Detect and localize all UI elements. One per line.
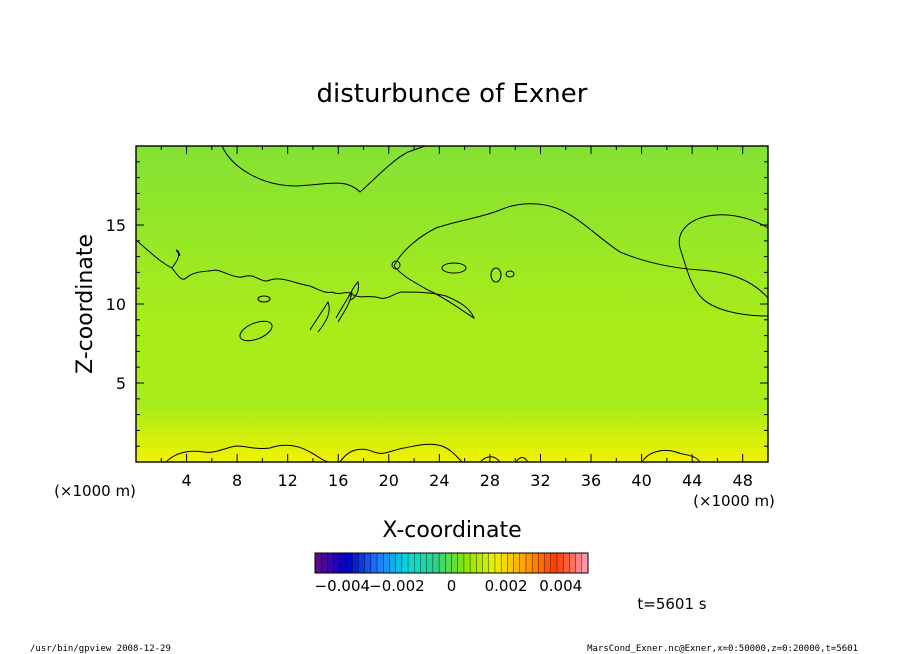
x-tick-label: 24 [429,471,449,490]
x-tick-label: 4 [181,471,191,490]
colorbar-cell [563,553,570,573]
colorbar-tick-label: −0.004 [315,577,371,595]
y-axis-ticks: 5 10 15 [106,161,768,447]
x-tick-label: 48 [733,471,753,490]
y-tick-label: 15 [106,216,126,235]
x-tick-label: 40 [631,471,651,490]
y-axis-label: Z-coordinate [73,234,98,374]
time-label: t=5601 s [637,595,706,613]
colorbar-cell [377,553,384,573]
colorbar-cell [513,553,521,573]
x-axis-ticks: 4 8 12 16 20 24 28 32 36 40 44 48 [160,146,753,490]
colorbar-cell [538,553,546,573]
colorbar-cell [420,553,428,573]
colorbar-cell [470,553,477,573]
footer-left: /usr/bin/gpview 2008-12-29 [30,644,171,654]
contour-left-wiggle [171,249,181,269]
contour-island-3 [441,262,467,274]
colorbar-tick-label: −0.002 [369,577,425,595]
colorbar-cell [426,553,434,573]
colorbar-cell [457,553,465,573]
colorbar-cell [544,553,552,573]
colorbar-cell [414,553,421,573]
colorbar-cell [408,553,415,573]
colorbar-cell [333,553,341,573]
contour-upper [221,145,427,193]
colorbar-cell [482,553,490,573]
colorbar [314,552,589,574]
contour-island-5 [505,270,515,278]
colorbar-cell [346,553,353,573]
x-tick-label: 12 [278,471,298,490]
x-tick-label: 20 [379,471,399,490]
colorbar-cell [339,553,347,573]
x-unit-left: (×1000 m) [54,482,136,500]
colorbar-cell [432,553,440,573]
colorbar-cell [327,553,335,573]
colorbar-cell [463,553,471,573]
contour-right-loop [678,214,769,317]
colorbar-cell [445,553,452,573]
contour-island-6 [391,260,401,270]
colorbar-frame [314,552,589,574]
x-tick-label: 36 [581,471,601,490]
colorbar-cell [476,553,484,573]
zero-contour-lines [135,145,769,463]
x-tick-label: 28 [480,471,500,490]
colorbar-cell [532,553,539,573]
colorbar-cell [389,553,397,573]
contour-island-2 [257,295,271,303]
x-tick-label: 16 [328,471,348,490]
colorbar-cell [352,553,359,573]
colorbar-cell [364,553,372,573]
colorbar-cell [383,553,390,573]
colorbar-cell [401,553,409,573]
colorbar-cell [488,553,496,573]
colorbar-tick-label: 0.004 [539,577,582,595]
colorbar-cell [501,553,508,573]
x-axis-label: X-coordinate [382,518,521,543]
colorbar-cell [321,553,328,573]
x-tick-label: 44 [682,471,702,490]
contour-middle-band [135,203,769,320]
colorbar-cell [550,553,558,573]
x-tick-label: 32 [530,471,550,490]
x-unit-right: (×1000 m) [693,492,775,510]
y-tick-label: 5 [116,374,126,393]
colorbar-cell [569,553,577,573]
colorbar-cell [358,553,366,573]
contour-fragments [309,281,359,333]
colorbar-cell [575,553,583,573]
chart-title: disturbunce of Exner [317,79,588,109]
colorbar-tick-label: 0 [447,577,457,595]
colorbar-cell [519,553,527,573]
colorbar-tick-labels: −0.004 −0.002 0 0.002 0.004 [315,577,583,595]
contour-island-1 [239,320,273,342]
colorbar-cell [556,553,564,573]
x-tick-label: 8 [232,471,242,490]
colorbar-cell [395,553,403,573]
footer-right: MarsCond_Exner.nc@Exner,x=0:50000,z=0:20… [587,644,858,654]
colorbar-cell [581,553,589,573]
colorbar-cell [439,553,446,573]
y-tick-label: 10 [106,295,126,314]
contour-island-4 [490,267,502,283]
colorbar-cell [494,553,502,573]
colorbar-cell [315,553,322,573]
colorbar-cell [507,553,515,573]
colorbar-cell [451,553,459,573]
colorbar-tick-label: 0.002 [485,577,528,595]
colorbar-cell [370,553,378,573]
colorbar-cell [525,553,533,573]
